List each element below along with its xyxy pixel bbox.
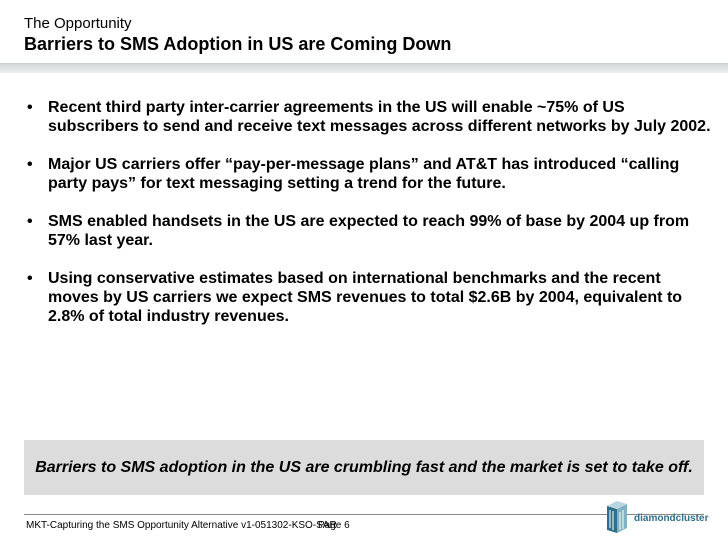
callout-box: Barriers to SMS adoption in the US are c… bbox=[24, 440, 704, 495]
bullet-item: • SMS enabled handsets in the US are exp… bbox=[24, 212, 714, 250]
slide-title: Barriers to SMS Adoption in US are Comin… bbox=[24, 34, 452, 54]
bullet-marker: • bbox=[27, 99, 33, 116]
bullet-marker: • bbox=[27, 213, 33, 230]
bullet-marker: • bbox=[27, 270, 33, 287]
logo-wordmark: diamondcluster bbox=[634, 513, 709, 524]
bullet-text: Recent third party inter-carrier agreeme… bbox=[48, 99, 711, 135]
bullet-item: • Using conservative estimates based on … bbox=[24, 269, 714, 326]
page-number: Page 6 bbox=[318, 520, 350, 531]
bullet-text: Major US carriers offer “pay-per-message… bbox=[48, 156, 680, 192]
bullet-text: Using conservative estimates based on in… bbox=[48, 270, 683, 325]
diamondcluster-logo-icon bbox=[607, 501, 627, 533]
bullet-marker: • bbox=[27, 156, 33, 173]
section-label: The Opportunity bbox=[24, 15, 132, 32]
bullet-item: • Major US carriers offer “pay-per-messa… bbox=[24, 155, 714, 193]
bullet-list: • Recent third party inter-carrier agree… bbox=[24, 98, 714, 345]
bullet-text: SMS enabled handsets in the US are expec… bbox=[48, 213, 690, 249]
header-band bbox=[0, 63, 728, 73]
bullet-item: • Recent third party inter-carrier agree… bbox=[24, 98, 714, 136]
footer-document-id: MKT-Capturing the SMS Opportunity Altern… bbox=[26, 520, 337, 531]
footer-divider bbox=[24, 514, 704, 515]
callout-text: Barriers to SMS adoption in the US are c… bbox=[35, 459, 693, 476]
company-logo: diamondcluster bbox=[604, 500, 722, 534]
slide-header: The Opportunity Barriers to SMS Adoption… bbox=[0, 0, 728, 66]
